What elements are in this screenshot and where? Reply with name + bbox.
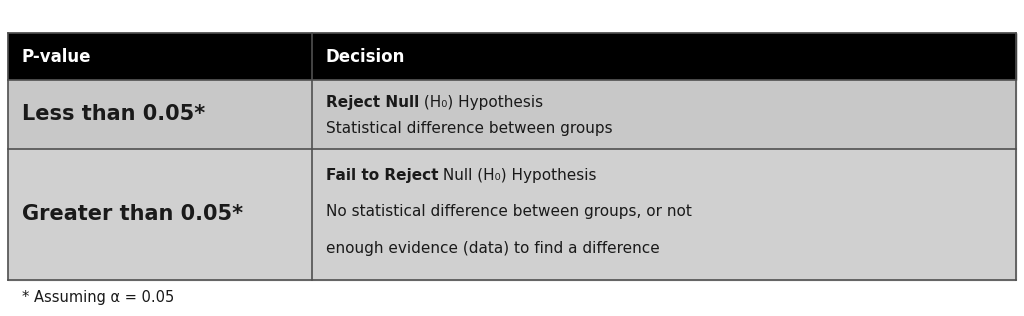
Text: Greater than 0.05*: Greater than 0.05* <box>22 204 243 224</box>
Text: Null (H₀) Hypothesis: Null (H₀) Hypothesis <box>438 167 597 183</box>
Text: Reject Null: Reject Null <box>326 95 419 110</box>
Bar <box>8 80 1016 149</box>
Text: No statistical difference between groups, or not: No statistical difference between groups… <box>326 204 691 219</box>
Text: Statistical difference between groups: Statistical difference between groups <box>326 121 612 136</box>
Text: Less than 0.05*: Less than 0.05* <box>22 105 205 125</box>
Text: (H₀) Hypothesis: (H₀) Hypothesis <box>419 95 543 110</box>
Text: Decision: Decision <box>326 48 406 66</box>
Text: enough evidence (data) to find a difference: enough evidence (data) to find a differe… <box>326 241 659 256</box>
Text: Fail to Reject: Fail to Reject <box>326 167 438 183</box>
Text: P-value: P-value <box>22 48 91 66</box>
Text: * Assuming α = 0.05: * Assuming α = 0.05 <box>22 290 174 305</box>
Bar <box>8 33 1016 80</box>
Bar <box>8 149 1016 280</box>
